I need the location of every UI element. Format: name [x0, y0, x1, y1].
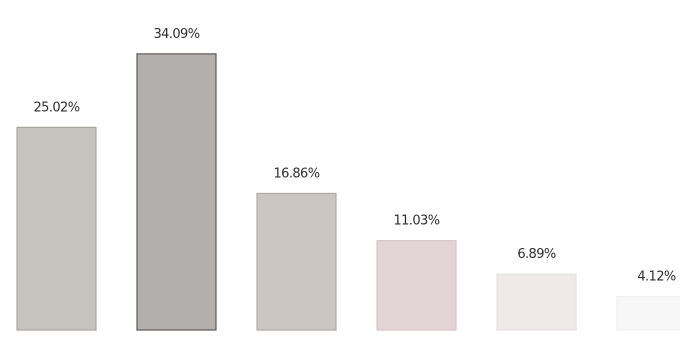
data-label-6: 4.12%: [637, 270, 676, 285]
bar-4: [376, 240, 457, 331]
bar-6: [616, 296, 680, 331]
bar-3: [256, 192, 337, 331]
bar-1: [16, 126, 97, 331]
data-label-3: 16.86%: [274, 166, 320, 181]
data-label-5: 6.89%: [517, 247, 556, 262]
bar-2: [136, 53, 217, 331]
data-label-2: 34.09%: [154, 27, 200, 42]
bar-5: [496, 273, 577, 331]
data-label-1: 25.02%: [34, 100, 80, 115]
data-label-4: 11.03%: [394, 214, 440, 229]
